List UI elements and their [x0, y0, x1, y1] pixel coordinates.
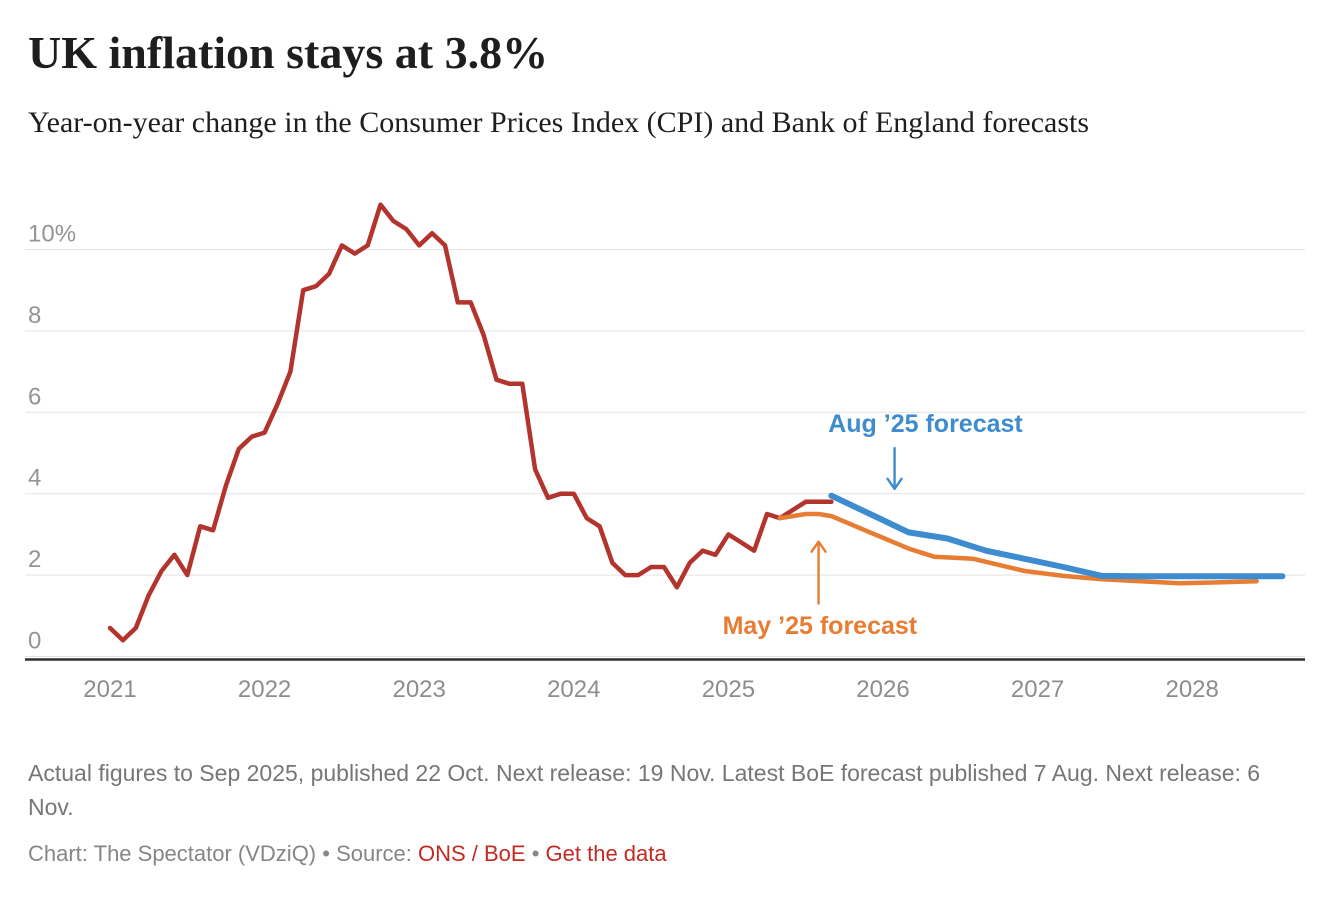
- x-tick-label: 2024: [547, 676, 600, 703]
- annotation-label-aug-25: Aug ’25 forecast: [828, 410, 1023, 438]
- y-tick-label: 6: [28, 383, 41, 410]
- y-tick-label: 4: [28, 465, 41, 492]
- chart-credit: Chart: The Spectator (VDziQ) • Source: O…: [28, 841, 667, 867]
- x-tick-label: 2023: [392, 676, 445, 703]
- annotation-label-may-25: May ’25 forecast: [723, 612, 918, 640]
- page-title: UK inflation stays at 3.8%: [28, 27, 549, 78]
- series-line-aug-25-forecast: [828, 492, 1286, 580]
- chart-notes: Actual figures to Sep 2025, published 22…: [28, 760, 1261, 820]
- x-tick-label: 2022: [238, 676, 291, 703]
- annotation-arrowhead-aug-25: [886, 477, 903, 491]
- y-tick-label: 2: [28, 546, 41, 573]
- annotation-arrowhead-may-25: [810, 540, 827, 553]
- credit-separator: •: [525, 841, 546, 866]
- credit-prefix: Chart: The Spectator (VDziQ) • Source:: [28, 841, 418, 866]
- page-subtitle: Year-on-year change in the Consumer Pric…: [28, 106, 1090, 139]
- source-link[interactable]: ONS / BoE: [418, 841, 526, 866]
- x-tick-label: 2027: [1011, 676, 1064, 703]
- series-line-may-25-forecast: [777, 511, 1259, 586]
- get-the-data-link[interactable]: Get the data: [545, 841, 667, 866]
- y-tick-label: 0: [28, 628, 41, 655]
- y-tick-label: 10%: [28, 221, 76, 248]
- x-tick-label: 2025: [702, 676, 755, 703]
- x-tick-label: 2026: [856, 676, 909, 703]
- x-tick-label: 2028: [1165, 676, 1218, 703]
- y-tick-label: 8: [28, 302, 41, 329]
- series-line-cpi-actual: [107, 202, 834, 643]
- x-tick-label: 2021: [83, 676, 136, 703]
